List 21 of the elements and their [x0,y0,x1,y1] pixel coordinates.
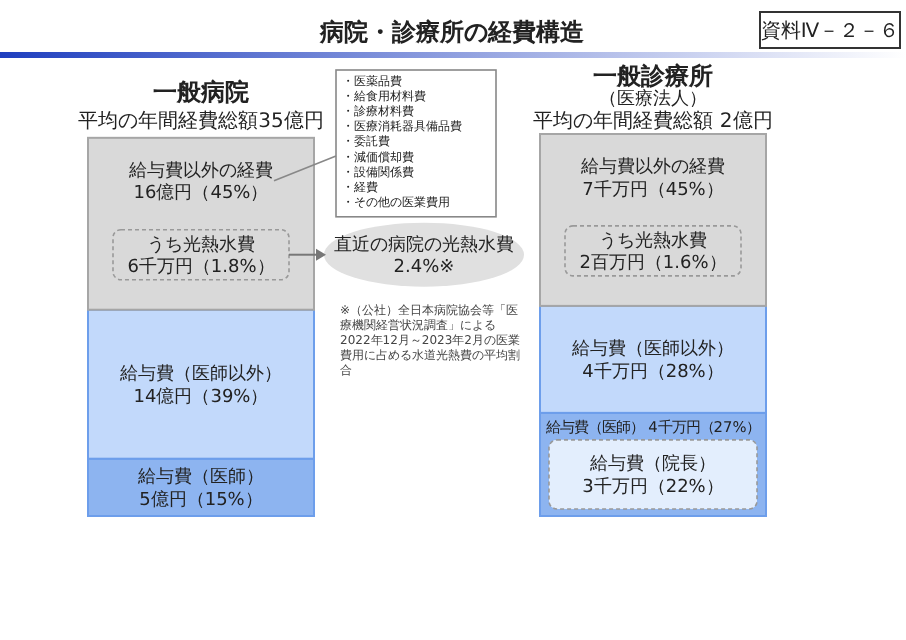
x-tick-label: 一般病院 [153,78,249,107]
annotation: うち光熱水費 6千万円（1.8%） [127,233,275,279]
text: 平均の年間経費総額35億円 [78,109,324,133]
x-tick-label: 一般診療所 [593,62,713,91]
text: 給与費以外の経費 [129,161,273,182]
annotation: 直近の病院の光熱水費 2.4%※ [334,233,514,279]
series-label: 給与費以外の経費 [579,156,725,179]
data-label: 16億円（45%） [133,182,269,205]
text: 平均の年間経費総額 2億円 [533,109,773,133]
data-label: 14億円（39%） [133,385,269,408]
text: （医療法人） [599,88,707,111]
annotation: 給与費（院長） 3千万円（22%） [582,453,724,498]
series-label: 給与費（医師） [136,466,264,489]
annotation: うち光熱水費 2百万円（1.6%） [579,229,727,275]
series-label: 給与費（医師以外） [118,363,282,386]
text: 資料Ⅳ－２－６ [760,19,900,43]
text: 給与費（医師以外） [572,340,734,361]
data-label: 7千万円（45%） [582,178,724,201]
data-label: 5億円（15%） [139,488,263,511]
chart-title: 病院・診療所の経費構造 [318,18,586,47]
data-label: 4千万円（28%） [582,360,724,383]
